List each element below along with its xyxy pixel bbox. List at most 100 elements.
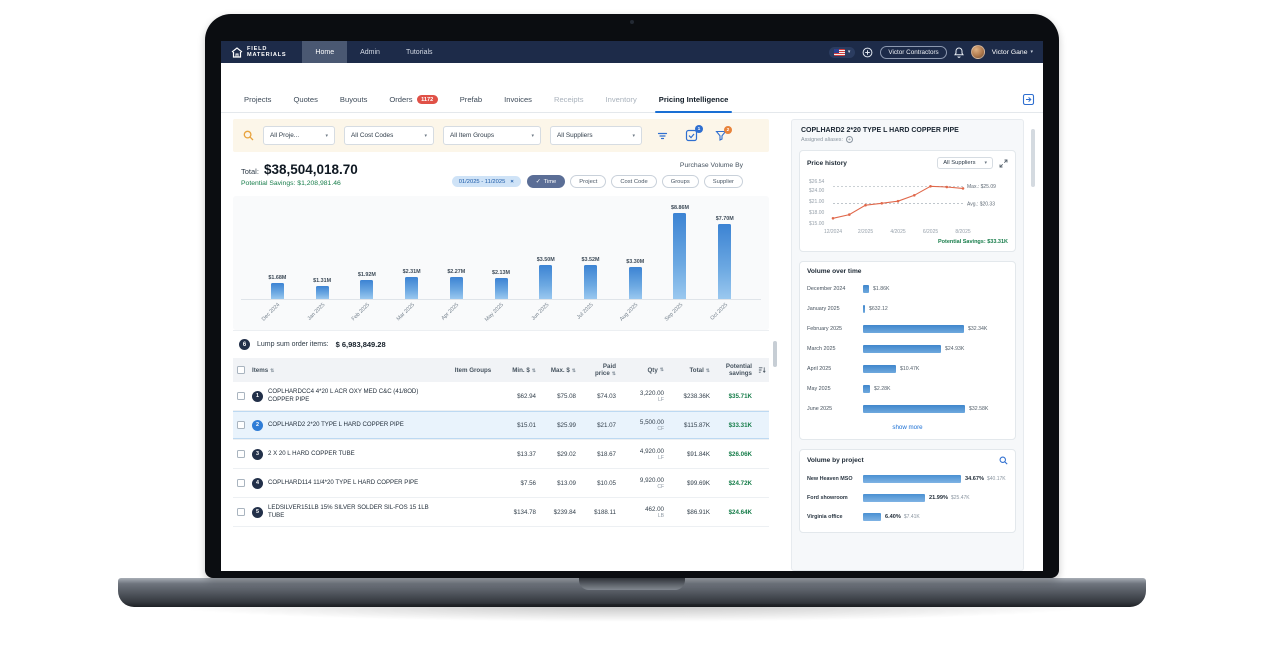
add-alias-icon[interactable]: + — [845, 136, 853, 143]
bar-value-label: $2.27M — [447, 269, 466, 275]
user-menu[interactable]: Victor Gane ▾ — [992, 49, 1033, 56]
header-item-groups: Item Groups — [454, 366, 492, 374]
avatar[interactable] — [970, 45, 985, 59]
tab-inventory[interactable]: Inventory — [595, 87, 648, 112]
table-row-1[interactable]: 1 COPLHARDCC4 4*20 L ACR OXY MED C&C (41/… — [233, 382, 769, 411]
header-total[interactable]: Total ⇅ — [667, 365, 713, 376]
suppliers-filter-dropdown[interactable]: All Suppliers ▾ — [550, 126, 642, 145]
row-checkbox[interactable] — [237, 508, 245, 516]
volume-month-label: May 2025 — [807, 386, 831, 392]
row-checkbox[interactable] — [237, 392, 245, 400]
price-history-suppliers-dropdown[interactable]: All Suppliers ▾ — [937, 157, 993, 169]
bar-value-label: $3.52M — [581, 257, 600, 263]
bar-value-label: $1.31M — [313, 278, 332, 284]
price-point — [896, 199, 900, 203]
table-row-2[interactable]: 2 COPLHARD2 2*20 TYPE L HARD COPPER PIPE $… — [233, 411, 769, 440]
volume-over-time-rows: December 2024 $1.86K January 2025 $632.12 Fe… — [807, 279, 1008, 419]
project-volume-percent: 34.67% — [965, 475, 984, 482]
menu-admin[interactable]: Admin — [360, 48, 380, 56]
tab-quotes[interactable]: Quotes — [282, 87, 328, 112]
view-pill-project[interactable]: Project — [570, 175, 607, 188]
tab-receipts[interactable]: Receipts — [543, 87, 595, 112]
expand-icon[interactable] — [999, 159, 1008, 168]
header-potential-savings: Potential savings — [725, 363, 752, 377]
export-spreadsheet-icon[interactable] — [1022, 93, 1035, 106]
date-range-value: 01/2025 - 11/2025 — [458, 178, 506, 185]
tab-buyouts[interactable]: Buyouts — [329, 87, 378, 112]
menu-tutorials[interactable]: Tutorials — [405, 48, 433, 56]
view-pill-time[interactable]: ✓ Time — [526, 175, 566, 188]
panel-scrollbar[interactable] — [1031, 129, 1035, 187]
main-scrollbar[interactable] — [773, 341, 777, 367]
lump-sum-label: Lump sum order items: — [257, 341, 329, 348]
volume-bar-aug-2025[interactable]: $3.30M Aug 2025 — [613, 202, 658, 323]
view-pill-cost-code[interactable]: Cost Code — [611, 175, 657, 188]
menu-home[interactable]: Home — [302, 41, 348, 63]
volume-bar-oct-2025[interactable]: $7.70M Oct 2025 — [702, 202, 747, 322]
row-checkbox-cell — [233, 506, 249, 518]
volume-bar-jan-2025[interactable]: $1.31M Jan 2025 — [300, 202, 345, 322]
notifications-bell-icon[interactable] — [953, 46, 964, 58]
view-pill-groups[interactable]: Groups — [661, 175, 699, 188]
brand-logo[interactable]: FIELD MATERIALS — [231, 46, 286, 58]
applied-set-icon[interactable]: 1 — [685, 125, 703, 142]
row-max-price: $75.08 — [557, 392, 576, 400]
volume-bar-apr-2025[interactable]: $2.27M Apr 2025 — [434, 202, 479, 322]
row-checkbox[interactable] — [237, 421, 245, 429]
close-icon[interactable]: × — [510, 178, 514, 185]
row-checkbox[interactable] — [237, 479, 245, 487]
header-max-price[interactable]: Max. $ ⇅ — [539, 365, 579, 376]
row-checkbox[interactable] — [237, 450, 245, 458]
project-volume-percent: 21.99% — [929, 494, 948, 501]
cost-codes-filter-dropdown[interactable]: All Cost Codes ▾ — [344, 126, 434, 145]
main-panel: All Proje... ▾ All Cost Codes ▾ All Item G… — [233, 119, 769, 571]
tab-invoices[interactable]: Invoices — [493, 87, 543, 112]
language-selector[interactable]: ▾ — [828, 46, 856, 58]
bar-rect — [673, 213, 687, 299]
row-min-price: $7.56 — [520, 479, 536, 487]
volume-bar-feb-2025[interactable]: $1.92M Feb 2025 — [344, 202, 389, 322]
project-search-icon[interactable] — [999, 456, 1008, 465]
company-selector[interactable]: Victor Contractors — [880, 45, 947, 59]
row-trailing-cell — [755, 452, 769, 456]
price-point — [945, 185, 949, 189]
x-axis-label: Mar 2025 — [395, 302, 416, 323]
volume-month-value: $10.47K — [900, 366, 920, 372]
item-groups-filter-dropdown[interactable]: All Item Groups ▾ — [443, 126, 541, 145]
volume-bar-dec-2024[interactable]: $1.68M Dec 2024 — [255, 202, 300, 323]
tab-projects[interactable]: Projects — [233, 87, 282, 112]
funnel-filter-icon[interactable]: 2 — [715, 126, 732, 141]
price-point — [848, 213, 851, 216]
row-quantity: 3,220.00 LF — [619, 388, 667, 405]
price-history-title: Price history — [807, 159, 847, 167]
filter-lines-icon[interactable] — [657, 131, 668, 141]
tab-prefab[interactable]: Prefab — [449, 87, 493, 112]
volume-bar-jun-2025[interactable]: $3.50M Jun 2025 — [523, 202, 568, 322]
table-row-5[interactable]: 5 LEDSILVER151LB 15% SILVER SOLDER SIL-FO… — [233, 498, 769, 527]
header-qty[interactable]: Qty ⇅ — [619, 365, 667, 376]
volume-bar-jul-2025[interactable]: $3.52M Jul 2025 — [568, 202, 613, 321]
tab-orders[interactable]: Orders 1172 — [378, 87, 448, 112]
volume-bar-sep-2025[interactable]: $8.86M Sep 2025 — [658, 202, 703, 323]
select-all-checkbox[interactable] — [237, 366, 245, 374]
header-items[interactable]: Items ⇅ — [249, 365, 445, 376]
table-row-4[interactable]: 4 COPLHARD114 11/4*20 TYPE L HARD COPPER … — [233, 469, 769, 498]
add-circle-icon[interactable] — [862, 47, 873, 58]
view-pill-supplier[interactable]: Supplier — [703, 175, 743, 188]
row-total: $115.87K — [683, 421, 710, 429]
search-icon[interactable] — [243, 130, 254, 141]
row-checkbox-cell — [233, 419, 249, 431]
volume-bar-may-2025[interactable]: $2.13M May 2025 — [479, 202, 524, 323]
volume-bar-mar-2025[interactable]: $2.31M Mar 2025 — [389, 202, 434, 322]
header-paid-price[interactable]: Paid price ⇅ — [579, 361, 619, 379]
purchase-volume-chart: $1.68M Dec 2024 $1.31M Jan 2025 $1.92M Feb 20… — [233, 196, 769, 330]
table-row-3[interactable]: 3 2 X 20 L HARD COPPER TUBE $13.37 $29.02 $1… — [233, 440, 769, 469]
date-range-chip[interactable]: 01/2025 - 11/2025 × — [451, 176, 521, 187]
header-min-price[interactable]: Min. $ ⇅ — [501, 365, 539, 376]
tab-pricing-intelligence[interactable]: Pricing Intelligence — [648, 87, 740, 113]
item-groups-filter-value: All Item Groups — [450, 132, 495, 139]
projects-filter-dropdown[interactable]: All Proje... ▾ — [263, 126, 335, 145]
show-more-link[interactable]: show more — [892, 424, 923, 431]
bar-rect — [539, 265, 553, 299]
header-sort-options[interactable] — [755, 364, 769, 376]
